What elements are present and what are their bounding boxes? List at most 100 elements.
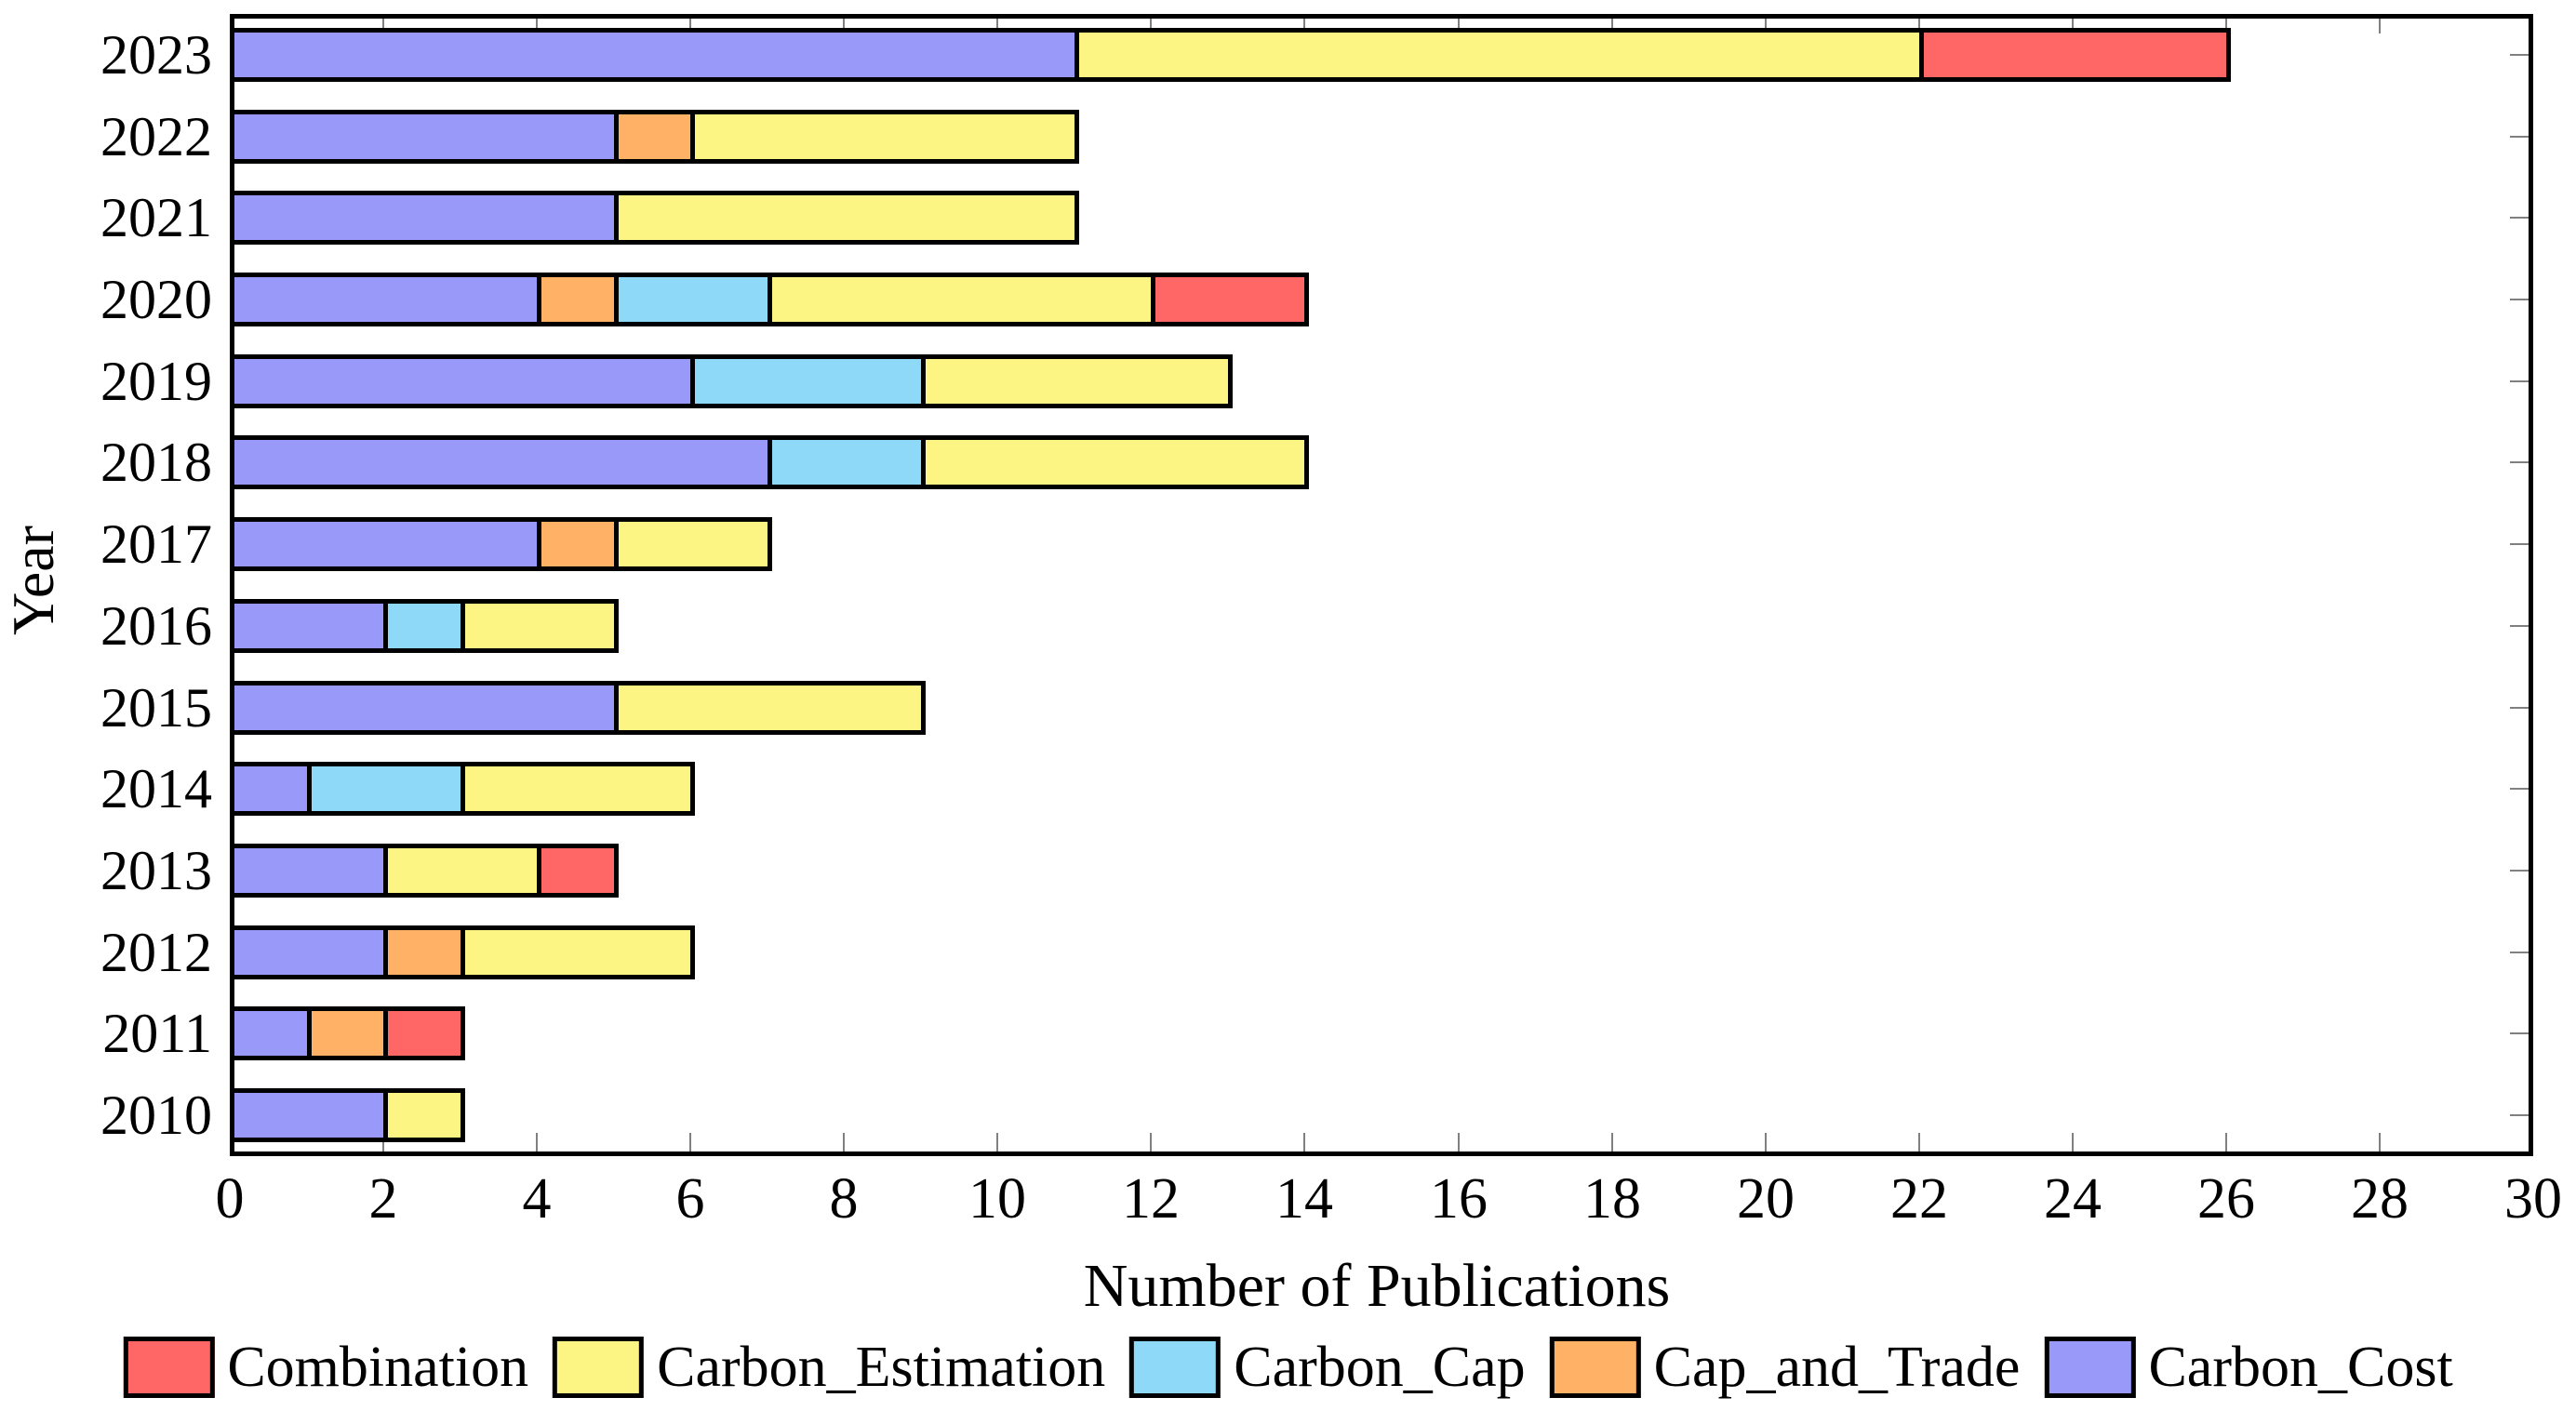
y-axis-tick [2510, 1114, 2529, 1116]
x-tick-label: 14 [1275, 1167, 1333, 1231]
y-axis-tick [2510, 461, 2529, 463]
bar-segment-carbon_estimation [460, 762, 695, 816]
y-axis-tick [2510, 299, 2529, 300]
x-axis-tick [1765, 19, 1767, 33]
y-axis-tick [2510, 707, 2529, 709]
y-axis-tick [2510, 788, 2529, 790]
x-axis-tick [843, 1133, 845, 1151]
y-axis-tick [2510, 952, 2529, 953]
bar-segment-carbon_cost [230, 1088, 388, 1142]
y-tick-label-2014: 2014 [100, 758, 212, 819]
legend-swatch-carbon_cost [2044, 1337, 2136, 1398]
bar-segment-combination [1151, 273, 1309, 326]
x-axis-tick [1918, 1133, 1920, 1151]
bar-segment-carbon_cost [230, 110, 619, 164]
y-tick-label-2012: 2012 [100, 922, 212, 983]
bar-segment-carbon_estimation [690, 110, 1079, 164]
y-axis-label: Year [0, 526, 66, 635]
x-tick-label: 22 [1890, 1167, 1948, 1231]
y-tick-label-2020: 2020 [100, 269, 212, 330]
bar-segment-combination [537, 844, 619, 898]
x-tick-label: 4 [522, 1167, 552, 1231]
bar-segment-carbon_cap [383, 599, 465, 653]
legend-label: Carbon_Estimation [657, 1336, 1106, 1399]
legend-swatch-cap_and_trade [1549, 1337, 1641, 1398]
bar-segment-carbon_cap [690, 354, 926, 408]
y-axis-tick [2510, 1032, 2529, 1034]
y-axis-tick [2510, 870, 2529, 872]
legend-entry-carbon_estimation: Carbon_Estimation [553, 1337, 1105, 1398]
x-axis-tick [1458, 1133, 1460, 1151]
x-tick-label: 30 [2504, 1167, 2562, 1231]
legend-entry-cap_and_trade: Cap_and_Trade [1549, 1336, 2021, 1399]
x-axis-tick [996, 19, 998, 33]
x-axis-tick [536, 19, 538, 33]
x-axis-tick [843, 19, 845, 33]
y-axis-tick [2510, 217, 2529, 219]
bar-segment-carbon_estimation [614, 517, 772, 571]
x-axis-tick [996, 1133, 998, 1151]
bar-segment-carbon_estimation [921, 354, 1233, 408]
y-tick-label-2017: 2017 [100, 513, 212, 575]
bar-segment-carbon_cost [230, 28, 1079, 82]
legend-swatch-carbon_estimation [553, 1337, 645, 1398]
x-tick-label: 8 [829, 1167, 859, 1231]
y-axis-tick [2510, 136, 2529, 138]
bar-segment-carbon_cost [230, 1006, 312, 1060]
x-tick-label: 10 [968, 1167, 1026, 1231]
y-axis-tick [2510, 54, 2529, 56]
x-axis-tick [689, 1133, 691, 1151]
bar-segment-combination [1919, 28, 2231, 82]
bar-segment-carbon_estimation [614, 191, 1079, 245]
bar-segment-carbon_cost [230, 191, 619, 245]
y-tick-label-2015: 2015 [100, 677, 212, 739]
bar-segment-carbon_cost [230, 925, 388, 979]
bar-segment-combination [383, 1006, 465, 1060]
bar-segment-carbon_estimation [460, 925, 695, 979]
bar-segment-carbon_cap [767, 435, 926, 489]
bar-segment-cap_and_trade [307, 1006, 388, 1060]
bar-segment-carbon_cap [307, 762, 465, 816]
x-axis-tick [1765, 1133, 1767, 1151]
x-tick-label: 16 [1430, 1167, 1488, 1231]
x-axis-tick [1303, 19, 1305, 33]
y-tick-label-2018: 2018 [100, 432, 212, 493]
x-axis-tick [1611, 1133, 1613, 1151]
bar-segment-carbon_estimation [614, 681, 926, 735]
x-tick-label: 6 [675, 1167, 705, 1231]
x-axis-tick [2225, 19, 2227, 33]
legend-label: Carbon_Cost [2148, 1336, 2453, 1399]
x-axis-tick [382, 19, 384, 33]
bar-segment-cap_and_trade [537, 517, 619, 571]
x-tick-label: 18 [1583, 1167, 1641, 1231]
y-axis-tick [2510, 380, 2529, 382]
bar-segment-carbon_estimation [1074, 28, 1924, 82]
bar-segment-cap_and_trade [614, 110, 695, 164]
x-axis-tick [536, 1133, 538, 1151]
y-tick-label-2019: 2019 [100, 351, 212, 412]
y-tick-label-2022: 2022 [100, 106, 212, 167]
y-tick-label-2011: 2011 [102, 1003, 212, 1064]
x-axis-tick [2072, 19, 2074, 33]
bar-segment-carbon_cost [230, 517, 541, 571]
x-axis-tick [1150, 19, 1152, 33]
legend-label: Carbon_Cap [1234, 1336, 1526, 1399]
x-axis-tick [1303, 1133, 1305, 1151]
legend-label: Combination [227, 1336, 529, 1399]
bar-segment-carbon_estimation [460, 599, 619, 653]
x-axis-tick [1150, 1133, 1152, 1151]
y-axis-tick [2510, 543, 2529, 545]
x-tick-label: 20 [1737, 1167, 1795, 1231]
legend-label: Cap_and_Trade [1653, 1336, 2021, 1399]
x-axis-tick [1918, 19, 1920, 33]
x-axis-label: Number of Publications [1083, 1252, 1671, 1320]
x-axis-tick [382, 1133, 384, 1151]
bar-segment-carbon_cost [230, 762, 312, 816]
x-axis-tick [1611, 19, 1613, 33]
legend-entry-carbon_cap: Carbon_Cap [1129, 1336, 1526, 1399]
y-axis-tick [2510, 625, 2529, 627]
x-tick-label: 26 [2197, 1167, 2255, 1231]
bar-segment-carbon_estimation [383, 1088, 465, 1142]
bar-segment-carbon_cost [230, 599, 388, 653]
x-tick-label: 24 [2044, 1167, 2102, 1231]
